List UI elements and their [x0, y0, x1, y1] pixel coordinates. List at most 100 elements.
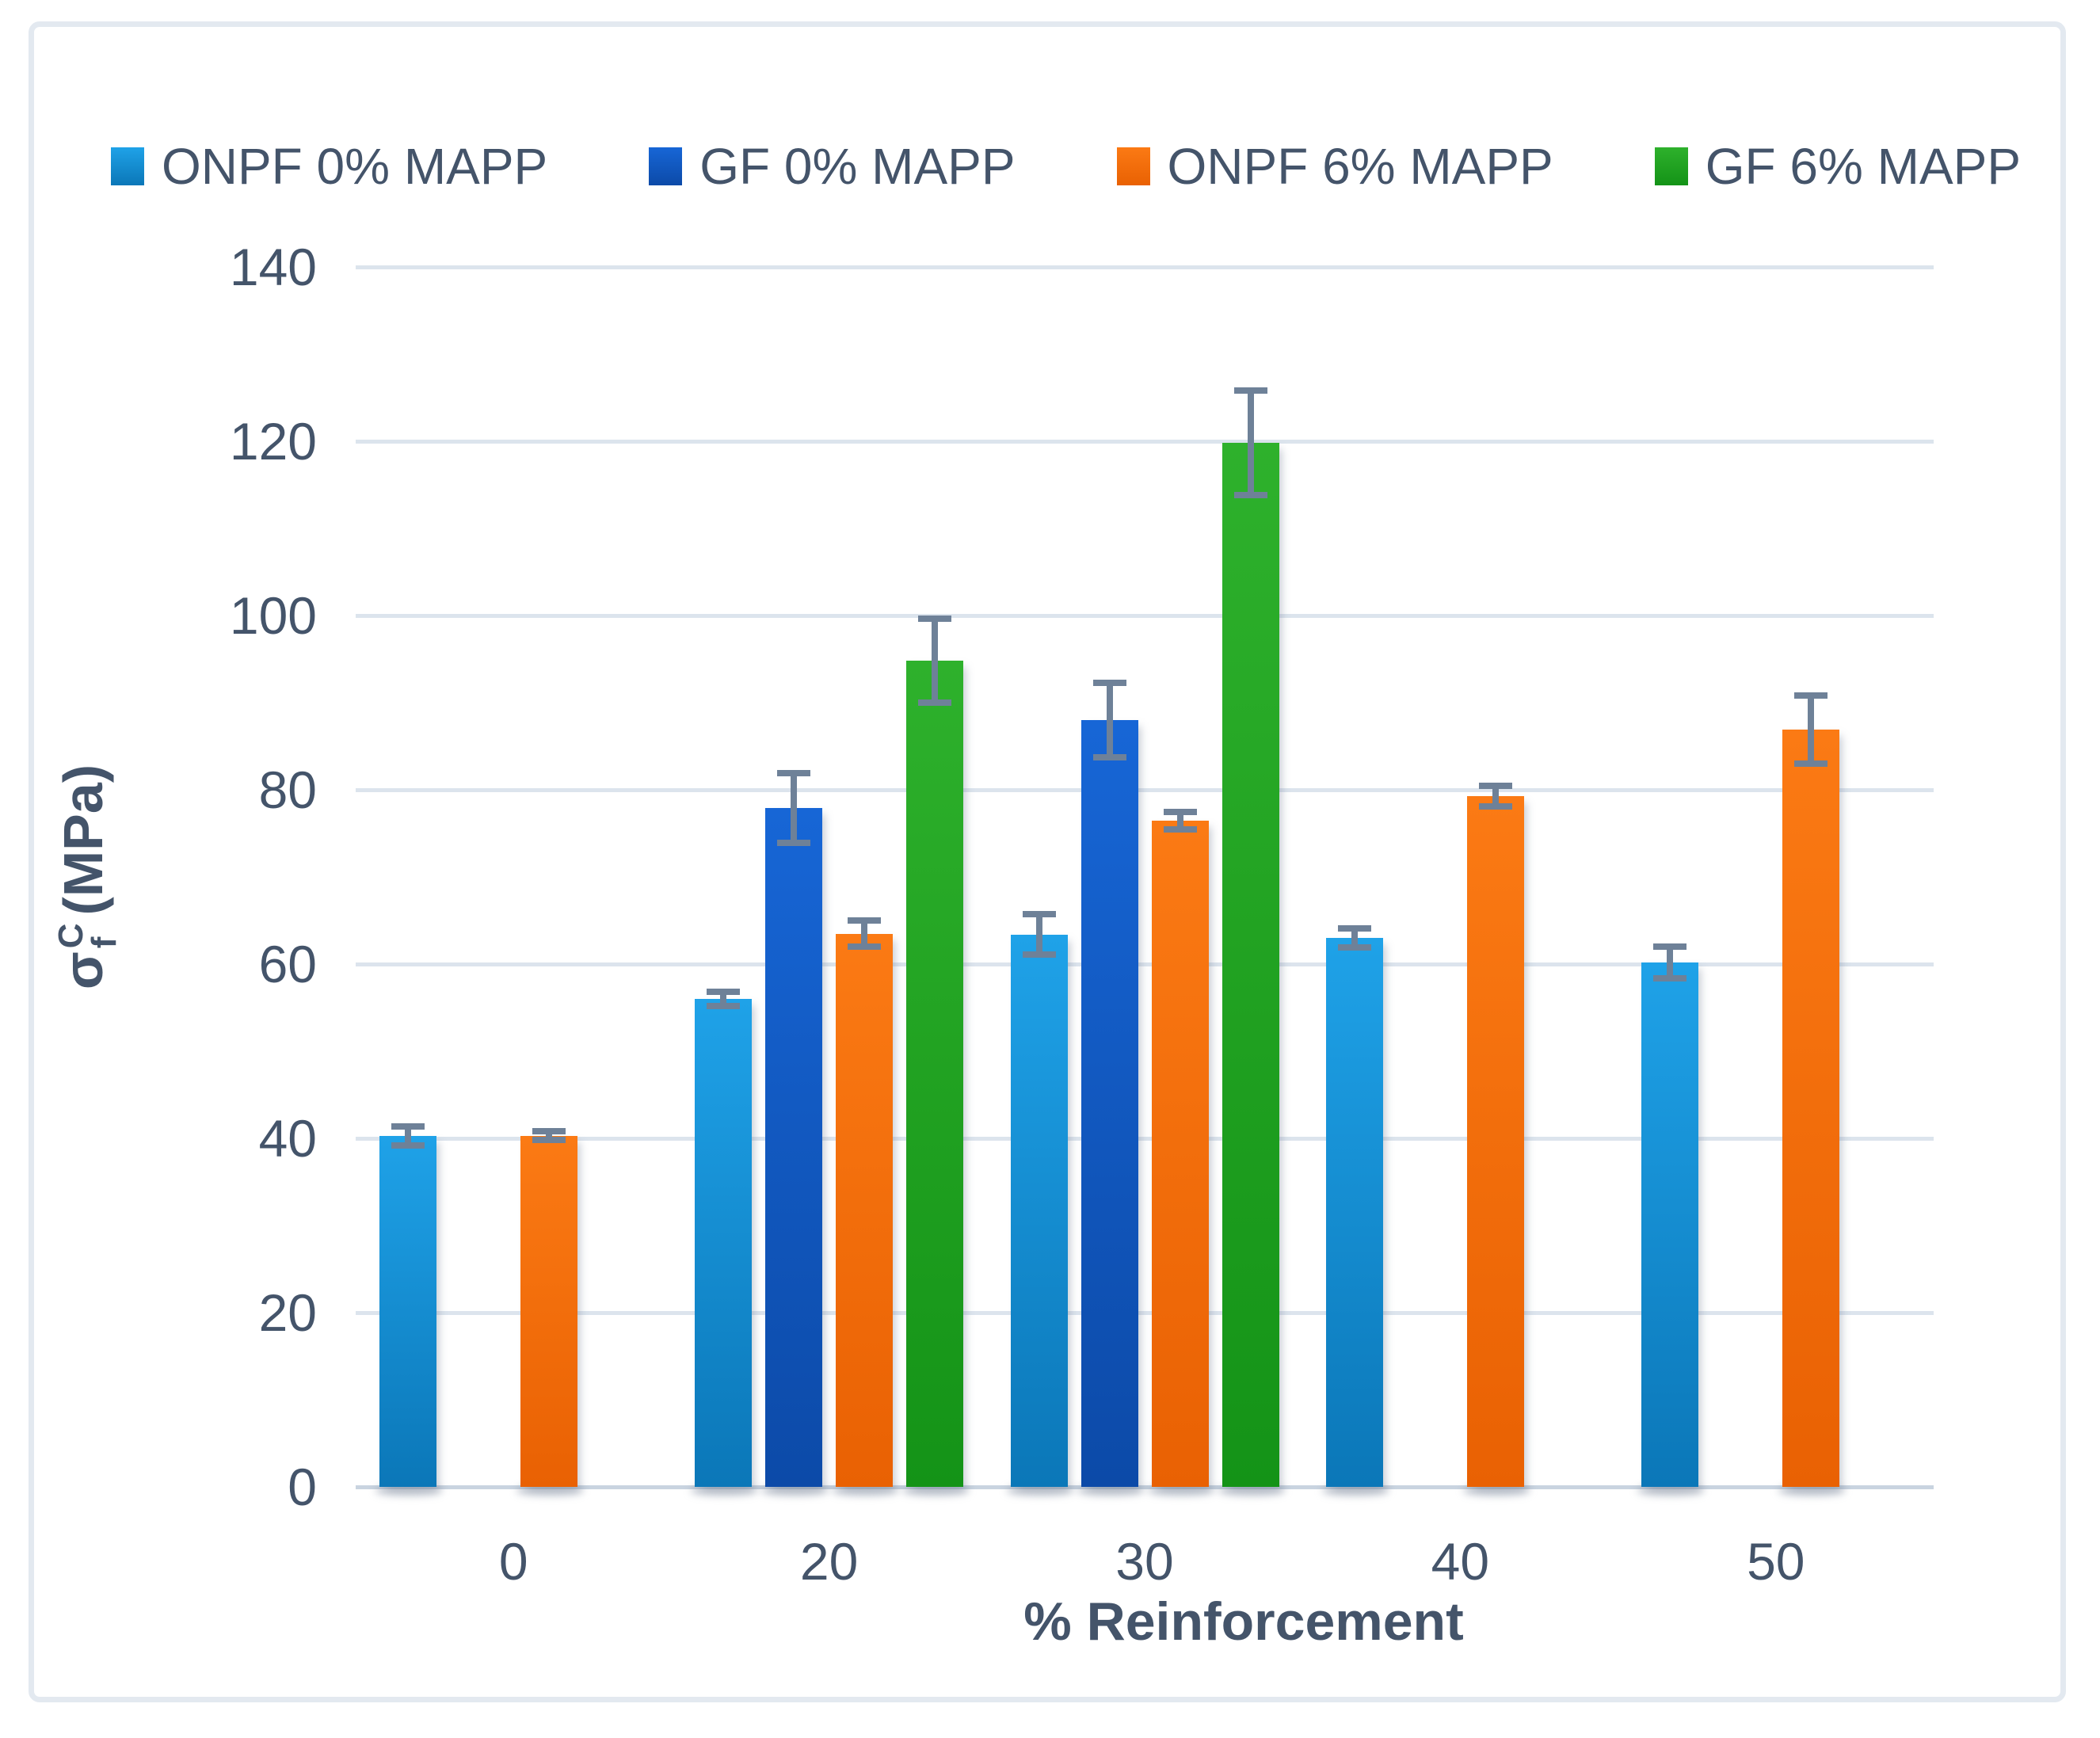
- y-tick-label-120: 120: [229, 412, 317, 471]
- x-tick-label-0: 0: [498, 1532, 528, 1591]
- error-bar-cap-bottom: [777, 840, 811, 847]
- error-bar-cap-bottom: [848, 943, 882, 950]
- error-bar-cap-top: [1653, 943, 1687, 950]
- bar-base-shadow: [691, 1485, 758, 1496]
- x-tick-label-20: 20: [799, 1532, 859, 1591]
- legend-item: ONPF 6% MAPP: [1116, 137, 1553, 196]
- bar-base-shadow: [832, 1485, 899, 1496]
- error-bar-line: [1808, 696, 1815, 764]
- legend-swatch-onpf-6-mapp-icon: [1116, 147, 1150, 185]
- error-bar-cap-top: [1092, 679, 1126, 686]
- error-bar-cap-top: [707, 989, 741, 996]
- bar-base-shadow: [1321, 1485, 1389, 1496]
- bar-base-shadow: [1637, 1485, 1705, 1496]
- gridline-20: [356, 1311, 1934, 1315]
- error-bar-cap-top: [1022, 911, 1056, 918]
- bar-base-shadow: [1147, 1485, 1214, 1496]
- legend-swatch-gf-0-mapp-icon: [649, 147, 683, 185]
- bar-onpf-6-mapp-cat-20: [836, 933, 894, 1487]
- error-bar-cap-bottom: [1163, 825, 1197, 833]
- bar-gf-6-mapp-cat-30: [1222, 443, 1279, 1487]
- error-bar-cap-top: [1233, 387, 1267, 394]
- error-bar-line: [1492, 785, 1499, 806]
- y-tick-label-140: 140: [229, 238, 317, 296]
- bar-onpf-6-mapp-cat-50: [1782, 730, 1840, 1487]
- error-bar-line: [1247, 391, 1254, 496]
- error-bar-line: [720, 992, 727, 1006]
- error-bar-cap-top: [1478, 782, 1512, 789]
- x-tick-label-30: 30: [1115, 1532, 1174, 1591]
- x-axis-title: % Reinforcement: [1023, 1591, 1464, 1652]
- gridline-120: [356, 440, 1934, 444]
- error-bar-cap-bottom: [1653, 974, 1687, 981]
- error-bar-cap-bottom: [1478, 802, 1512, 810]
- legend-swatch-gf-6-mapp-icon: [1654, 147, 1688, 185]
- error-bar-line: [1035, 914, 1042, 955]
- error-bar-line: [545, 1131, 552, 1141]
- bar-onpf-0-mapp-cat-30: [1010, 934, 1068, 1487]
- legend-swatch-onpf-0-mapp-icon: [110, 147, 144, 185]
- error-bar-line: [404, 1126, 411, 1145]
- y-tick-label-100: 100: [229, 586, 317, 645]
- error-bar-line: [1667, 947, 1674, 978]
- error-bar-cap-top: [1794, 692, 1828, 699]
- bar-onpf-0-mapp-cat-0: [379, 1135, 436, 1487]
- bar-gf-0-mapp-cat-20: [765, 808, 823, 1487]
- legend-item: GF 6% MAPP: [1654, 137, 2022, 196]
- bar-base-shadow: [1218, 1485, 1285, 1496]
- gridline-40: [356, 1137, 1934, 1141]
- bar-base-shadow: [516, 1485, 583, 1496]
- bar-onpf-0-mapp-cat-50: [1641, 962, 1699, 1487]
- gridline-140: [356, 265, 1934, 269]
- legend-label: GF 0% MAPP: [699, 138, 1016, 195]
- error-bar-cap-bottom: [1022, 951, 1056, 958]
- error-bar-line: [1176, 811, 1183, 829]
- bar-base-shadow: [1077, 1485, 1144, 1496]
- legend-label: GF 6% MAPP: [1705, 138, 2022, 195]
- bar-onpf-0-mapp-cat-40: [1325, 938, 1383, 1487]
- y-tick-label-0: 0: [288, 1458, 317, 1516]
- gridline-60: [356, 962, 1934, 966]
- error-bar-cap-bottom: [391, 1142, 425, 1149]
- error-bar-cap-bottom: [707, 1002, 741, 1009]
- bar-base-shadow: [1006, 1485, 1073, 1496]
- y-tick-label-60: 60: [258, 935, 317, 993]
- gridline-100: [356, 614, 1934, 618]
- y-tick-label-20: 20: [258, 1283, 317, 1342]
- error-bar-cap-bottom: [918, 699, 952, 706]
- error-bar-cap-bottom: [1794, 760, 1828, 767]
- error-bar-cap-top: [918, 616, 952, 623]
- legend-label: ONPF 0% MAPP: [161, 138, 548, 195]
- error-bar-line: [791, 773, 798, 844]
- bar-base-shadow: [902, 1485, 970, 1496]
- y-axis-title-sup: C: [51, 923, 91, 949]
- x-tick-label-50: 50: [1747, 1532, 1805, 1591]
- bar-base-shadow: [375, 1485, 442, 1496]
- error-bar-cap-bottom: [1092, 754, 1126, 761]
- error-bar-line: [861, 920, 868, 947]
- bar-onpf-6-mapp-cat-0: [520, 1135, 577, 1487]
- bar-onpf-6-mapp-cat-30: [1151, 820, 1209, 1487]
- bar-base-shadow: [1778, 1485, 1846, 1496]
- bar-base-shadow: [1462, 1485, 1530, 1496]
- legend-item: ONPF 0% MAPP: [110, 137, 548, 196]
- error-bar-line: [1106, 682, 1113, 758]
- error-bar-cap-top: [532, 1128, 566, 1135]
- error-bar-cap-bottom: [1233, 492, 1267, 499]
- bar-gf-6-mapp-cat-20: [906, 661, 964, 1487]
- x-axis-line: [356, 1485, 1934, 1489]
- legend-item: GF 0% MAPP: [649, 137, 1016, 196]
- error-bar-cap-top: [1163, 808, 1197, 815]
- error-bar-line: [932, 619, 939, 703]
- error-bar-cap-top: [391, 1122, 425, 1130]
- legend-label: ONPF 6% MAPP: [1167, 138, 1553, 195]
- error-bar-cap-top: [848, 917, 882, 924]
- y-tick-label-80: 80: [258, 760, 317, 819]
- error-bar-cap-bottom: [1337, 944, 1371, 951]
- error-bar-cap-bottom: [532, 1137, 566, 1144]
- error-bar-line: [1351, 928, 1358, 948]
- gridline-80: [356, 788, 1934, 792]
- bar-onpf-0-mapp-cat-20: [695, 999, 753, 1487]
- error-bar-cap-top: [777, 770, 811, 777]
- bar-onpf-6-mapp-cat-40: [1466, 795, 1524, 1487]
